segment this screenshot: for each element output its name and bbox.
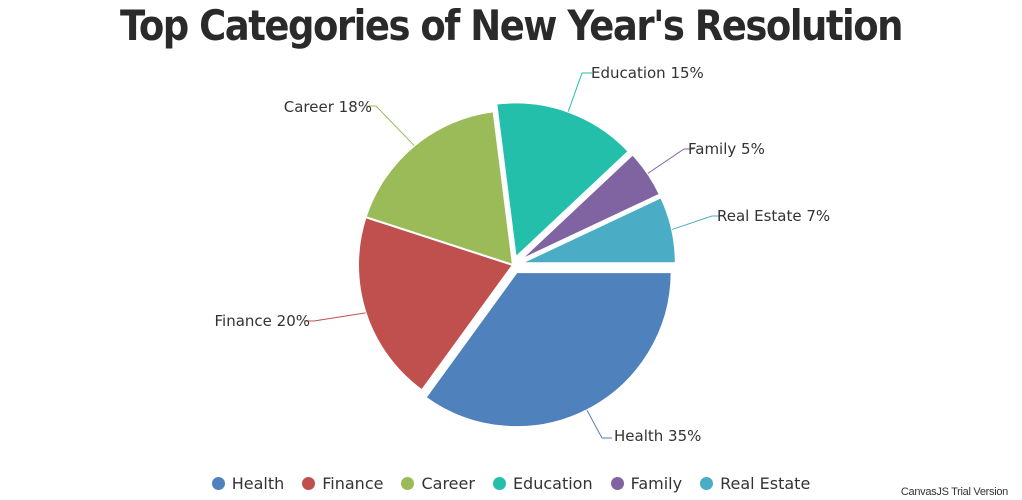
legend-item-career[interactable]: Career <box>401 474 475 493</box>
legend-marker-health <box>211 477 225 490</box>
leader-line-health <box>586 409 612 439</box>
slice-health[interactable] <box>424 271 673 429</box>
leader-line-family <box>647 148 694 174</box>
credit-text[interactable]: CanvasJS Trial Version <box>900 486 1008 498</box>
leader-line-education <box>567 72 592 112</box>
legend-label-finance: Finance <box>322 474 384 493</box>
leader-line-career <box>366 105 415 146</box>
slice-education[interactable] <box>495 101 631 260</box>
leader-lines-layer <box>304 72 722 439</box>
leader-line-finance <box>304 312 366 322</box>
slice-label-education: Education 15% <box>591 64 704 82</box>
legend-label-family: Family <box>630 474 683 493</box>
legend-item-education[interactable]: Education <box>492 474 593 493</box>
slice-career[interactable] <box>364 110 515 267</box>
legend: Health Finance Career Education Family Real E… <box>0 474 1022 493</box>
leader-line-real-estate <box>671 215 722 230</box>
slice-label-family: Family 5% <box>688 140 765 158</box>
legend-label-career: Career <box>421 474 475 493</box>
chart-title: Top Categories of New Year's Resolution <box>120 2 904 51</box>
legend-item-finance[interactable]: Finance <box>302 474 383 493</box>
slice-finance[interactable] <box>357 215 515 392</box>
slice-family[interactable] <box>518 152 662 262</box>
legend-label-education: Education <box>512 474 593 493</box>
legend-item-health[interactable]: Health <box>211 474 285 493</box>
legend-label-health: Health <box>231 474 285 493</box>
slices-layer <box>357 101 677 429</box>
legend-marker-finance <box>302 477 316 490</box>
legend-item-family[interactable]: Family <box>610 474 683 493</box>
slice-label-finance: Finance 20% <box>215 312 311 330</box>
legend-label-real-estate: Real Estate <box>720 474 811 493</box>
legend-marker-real-estate <box>700 477 714 490</box>
slice-real-estate[interactable] <box>520 195 677 265</box>
legend-marker-education <box>492 477 506 490</box>
legend-marker-family <box>610 477 624 490</box>
legend-marker-career <box>401 477 415 490</box>
legend-item-real-estate[interactable]: Real Estate <box>700 474 810 493</box>
slice-labels-layer: Health 35% Finance 20% Career 18% Education… <box>215 64 831 445</box>
slice-label-real-estate: Real Estate 7% <box>717 207 830 225</box>
slice-label-health: Health 35% <box>614 427 701 445</box>
slice-label-career: Career 18% <box>284 98 372 116</box>
